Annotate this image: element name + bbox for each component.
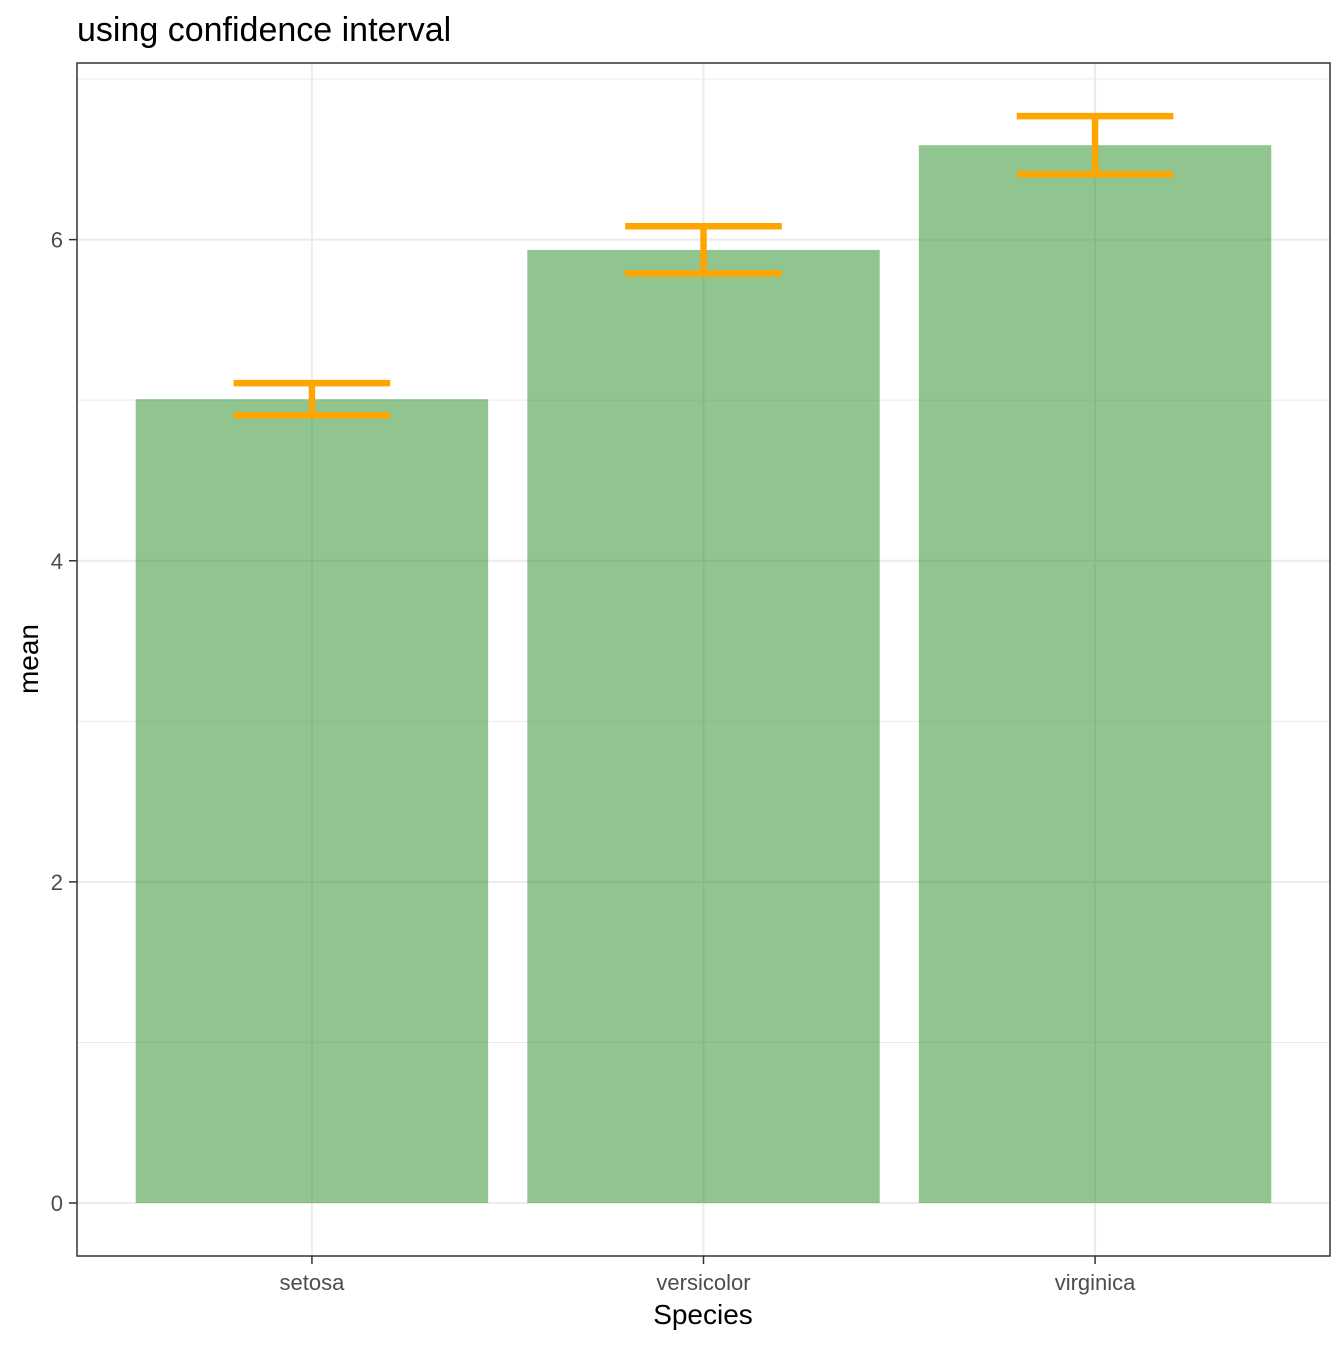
y-tick-label: 0	[51, 1191, 63, 1216]
x-axis-title: Species	[653, 1299, 753, 1330]
errorbar-versicolor	[625, 223, 782, 277]
errorbar-virginica	[1016, 112, 1174, 178]
x-tick-label-versicolor: versicolor	[656, 1270, 750, 1295]
bar-versicolor	[527, 249, 880, 1204]
y-axis-title: mean	[13, 624, 44, 694]
y-tick-label: 2	[51, 870, 63, 895]
y-tick-label: 4	[51, 549, 63, 574]
y-tick-label: 6	[51, 228, 63, 253]
chart-title: using confidence interval	[77, 11, 451, 49]
x-tick-label-setosa: setosa	[280, 1270, 346, 1295]
bar-virginica	[918, 145, 1272, 1204]
x-tick-label-virginica: virginica	[1055, 1270, 1136, 1295]
errorbar-setosa	[233, 379, 391, 419]
bar-setosa	[135, 399, 489, 1204]
